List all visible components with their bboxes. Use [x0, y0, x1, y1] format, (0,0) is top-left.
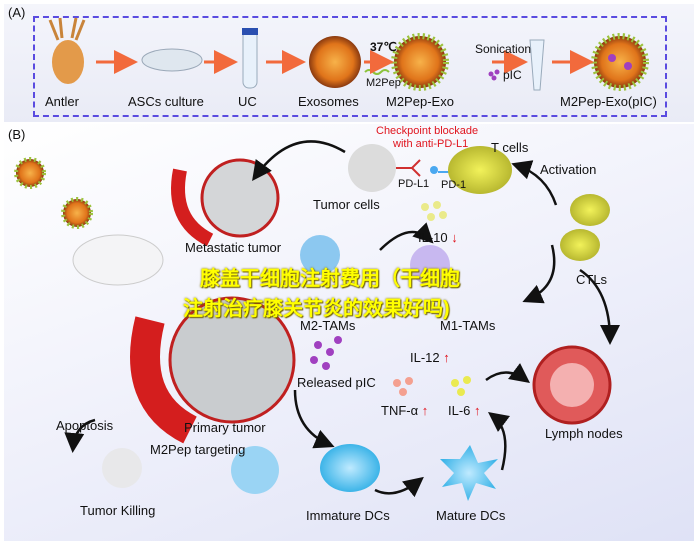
exosome-icon	[14, 157, 46, 189]
deer-icon	[48, 17, 86, 84]
down-arrow-icon: ↓	[451, 230, 458, 245]
step-label-uc: UC	[238, 94, 257, 109]
up-arrow-icon: ↑	[421, 403, 429, 418]
t-cells-label: T cells	[491, 140, 529, 155]
tam-target-cell-icon	[231, 446, 279, 494]
panel-a-dashed-frame	[33, 16, 667, 117]
dead-tumor-cell-icon	[102, 448, 142, 488]
primary-tumor-label: Primary tumor	[184, 420, 266, 435]
m2pep-peptide-icon	[364, 69, 390, 75]
pic-dots-icon	[488, 69, 500, 81]
metastatic-tumor-icon	[171, 158, 280, 247]
tumor-cell-icon	[348, 144, 396, 192]
m2-tams-label: M2-TAMs	[300, 318, 356, 333]
pic-label: pIC	[503, 68, 522, 82]
overlay-caption-line1: 膝盖干细胞注射费用（干细胞	[200, 268, 460, 290]
il6-text: IL-6	[448, 403, 471, 418]
pathway-arrows	[64, 140, 620, 498]
tumor-cells-label: Tumor cells	[313, 197, 380, 212]
anti-pd-l1-label: with anti-PD-L1	[393, 138, 469, 150]
checkpoint-label: Checkpoint blockade	[376, 125, 479, 137]
il6-label: IL-6 ↑	[448, 403, 481, 418]
sonication-tube-icon	[529, 39, 545, 91]
step-label-m2pep-exo: M2Pep-Exo	[386, 94, 454, 109]
ctl-icon	[570, 194, 610, 226]
released-pic-label: Released pIC	[297, 375, 376, 390]
tnf-alpha-label: TNF-α ↑	[381, 403, 428, 418]
tumor-killing-label: Tumor Killing	[80, 503, 156, 518]
m2pep-targeting-label: M2Pep targeting	[150, 442, 246, 457]
panel-a-label: (A)	[8, 5, 26, 20]
up-arrow-icon: ↑	[474, 403, 481, 418]
il12-label: IL-12 ↑	[410, 350, 450, 365]
il12-text: IL-12	[410, 350, 440, 365]
il10-dots-icon	[421, 201, 447, 221]
ctl-icon	[560, 229, 600, 261]
exosome-icon	[61, 197, 93, 229]
panel-b-label: (B)	[8, 127, 26, 142]
activation-label: Activation	[540, 162, 597, 177]
il10-text: IL-10	[418, 230, 448, 245]
metastatic-tumor-label: Metastatic tumor	[185, 240, 282, 255]
step-label-m2pep-exo-pic: M2Pep-Exo(pIC)	[560, 94, 657, 109]
petri-dish-icon	[141, 48, 203, 72]
apoptosis-label: Apoptosis	[56, 418, 114, 433]
m2-tam-icon	[300, 235, 340, 275]
pd-l1-antibody-icon	[396, 159, 421, 177]
sonication-label: Sonication	[475, 42, 532, 56]
mature-dcs-label: Mature DCs	[436, 508, 506, 523]
overlay-caption-line2: 注射治疗膝关节炎的效果好吗)	[183, 298, 450, 320]
primary-tumor-icon	[130, 296, 296, 444]
immature-dc-icon	[320, 444, 380, 492]
ctls-label: CTLs	[576, 272, 608, 287]
pd-1-label: PD-1	[441, 179, 467, 191]
mature-dc-icon	[440, 445, 498, 501]
m2pep-exo-icon	[391, 33, 449, 91]
tube-icon	[242, 28, 258, 89]
temperature-label: 37℃	[370, 40, 397, 54]
m1-tam-icon	[410, 245, 450, 285]
pd-1-receptor-icon	[430, 166, 438, 174]
lymph-node-icon	[532, 345, 612, 425]
immature-dcs-label: Immature DCs	[306, 508, 390, 523]
exosome-icon	[309, 36, 361, 88]
t-cell-icon	[448, 146, 512, 194]
il6-dots-icon	[451, 376, 471, 396]
pd-l1-label: PD-L1	[398, 178, 430, 190]
tnf-dots-icon	[393, 377, 413, 396]
up-arrow-icon: ↑	[443, 350, 450, 365]
lymph-nodes-label: Lymph nodes	[545, 426, 623, 441]
step-label-antler: Antler	[45, 94, 79, 109]
m2pep-exo-pic-icon	[591, 33, 649, 91]
tnf-text: TNF-α	[381, 403, 419, 418]
il10-label: IL-10 ↓	[418, 230, 458, 245]
m1-tams-label: M1-TAMs	[440, 318, 496, 333]
mouse-icon	[72, 234, 164, 286]
released-pic-dots-icon	[310, 336, 342, 370]
m2pep-label: M2Pep	[366, 77, 401, 89]
step-label-ascs-culture: ASCs culture	[128, 94, 204, 109]
step-label-exosomes: Exosomes	[298, 94, 359, 109]
